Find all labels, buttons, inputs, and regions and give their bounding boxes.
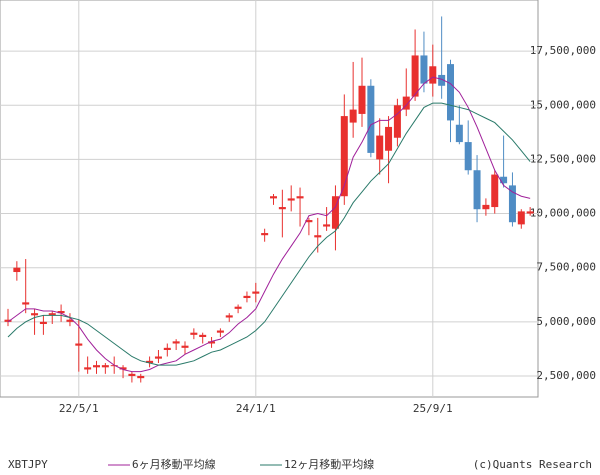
plot-area xyxy=(0,0,539,398)
candle-body xyxy=(57,311,65,314)
candle-body xyxy=(208,341,216,344)
candle-body xyxy=(331,196,339,229)
candle-body xyxy=(84,367,92,370)
candle-body xyxy=(464,142,472,171)
candle-body xyxy=(349,109,357,123)
y-tick-label: 2,500,000 xyxy=(536,369,596,382)
candle-body xyxy=(385,126,393,151)
y-tick-label: 12,500,000 xyxy=(530,152,596,165)
candle-body xyxy=(278,207,286,210)
candle-body xyxy=(261,233,269,236)
candle-body xyxy=(172,341,180,344)
candle-body xyxy=(323,224,331,227)
candle-body xyxy=(482,204,490,210)
candle-body xyxy=(367,85,375,153)
legend-label: 12ヶ月移動平均線 xyxy=(284,457,374,471)
candle-body xyxy=(119,367,127,370)
candle-body xyxy=(287,198,295,201)
candle-body xyxy=(93,365,100,368)
y-tick-label: 15,000,000 xyxy=(530,98,596,111)
moving-average-line xyxy=(7,76,531,373)
candle-body xyxy=(305,220,313,223)
y-tick-label: 5,000,000 xyxy=(536,315,596,328)
candle-body xyxy=(393,105,401,138)
candle-body xyxy=(243,295,251,299)
candle-body xyxy=(101,365,109,368)
candle-body xyxy=(190,332,198,335)
source: (c)Quants Research xyxy=(473,458,592,471)
candle-body xyxy=(22,302,30,305)
candle-body xyxy=(500,176,508,184)
candle-body xyxy=(358,85,366,114)
candle-body xyxy=(402,96,410,110)
candle-body xyxy=(181,345,189,348)
candle-body xyxy=(137,375,145,379)
candle-body xyxy=(517,211,525,225)
candle-body xyxy=(154,356,162,359)
candle-body xyxy=(13,267,21,273)
candle-body xyxy=(270,196,277,199)
y-tick-label: 17,500,000 xyxy=(530,44,596,57)
symbol: XBTJPY xyxy=(8,458,48,471)
x-tick-label: 24/1/1 xyxy=(236,402,276,415)
candle-body xyxy=(31,313,39,316)
candle-body xyxy=(252,291,260,294)
candle-body xyxy=(225,315,233,318)
legend-label: 6ヶ月移動平均線 xyxy=(132,457,216,471)
candle-body xyxy=(455,124,463,143)
candle-body xyxy=(216,330,224,333)
candle-body xyxy=(234,306,242,309)
candle-body xyxy=(420,55,428,84)
candle-body xyxy=(508,185,516,223)
candle-body xyxy=(438,74,446,86)
y-tick-label: 7,500,000 xyxy=(536,261,596,274)
candle-body xyxy=(314,235,322,238)
candle-body xyxy=(491,174,499,208)
candle-body xyxy=(199,334,207,338)
y-tick-label: 10,000,000 xyxy=(530,207,596,220)
candle-body xyxy=(4,319,12,322)
candle-body xyxy=(447,64,454,121)
candle-body xyxy=(146,360,154,363)
candle-body xyxy=(473,170,481,210)
x-tick-label: 22/5/1 xyxy=(59,402,99,415)
candle-body xyxy=(526,211,534,214)
candle-body xyxy=(128,373,136,376)
candle-body xyxy=(376,135,384,160)
candle-body xyxy=(163,347,171,351)
candle-body xyxy=(66,319,74,322)
moving-average-line xyxy=(7,102,531,366)
x-tick-label: 25/9/1 xyxy=(413,402,453,415)
candle-body xyxy=(48,313,56,316)
candle-body xyxy=(429,66,437,84)
candle-body xyxy=(296,196,304,199)
candle-body xyxy=(411,55,419,97)
candle-body xyxy=(340,116,348,197)
candle-body xyxy=(39,321,47,325)
candle-body xyxy=(75,343,83,346)
